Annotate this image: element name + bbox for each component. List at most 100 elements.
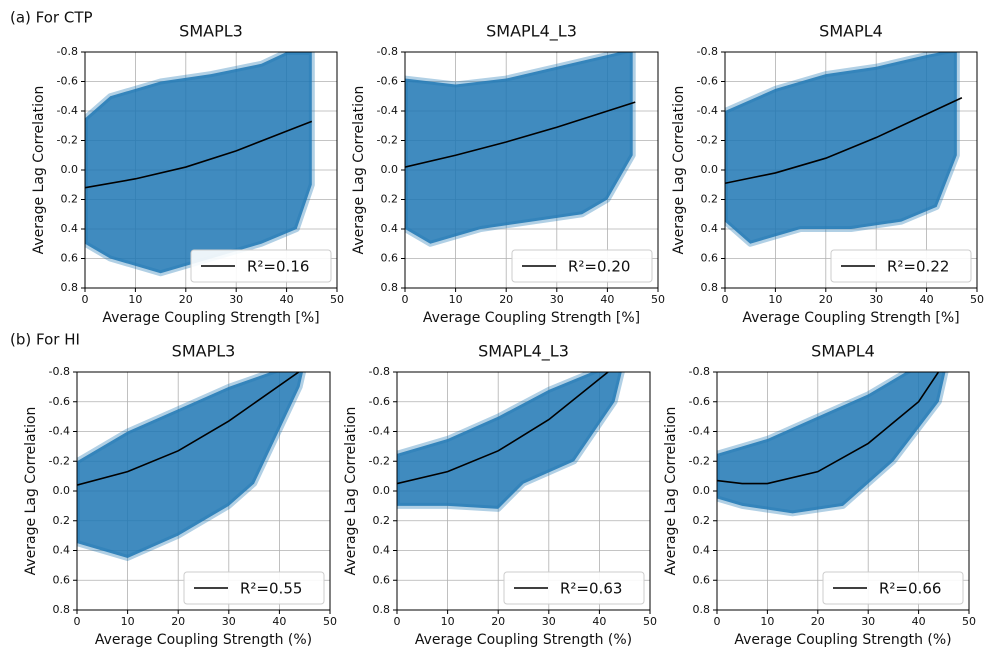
y-tick-label: -0.6 [49, 395, 70, 408]
plot-frame [76, 371, 331, 611]
x-tick-label: 40 [920, 293, 934, 306]
y-tick-label: 0.4 [381, 222, 399, 235]
y-tick-label: -0.6 [377, 75, 398, 88]
y-tick-label: 0.6 [53, 573, 71, 586]
fit-line [397, 372, 610, 485]
x-tick-label: 0 [82, 293, 89, 306]
x-axis-label: Average Coupling Strength (%) [734, 632, 951, 648]
x-axis-label: Average Coupling Strength [%] [423, 310, 640, 326]
x-tick-label: 50 [651, 293, 665, 306]
legend-label: R²=0.55 [240, 580, 302, 598]
legend-box [183, 571, 325, 605]
y-tick-label: -0.4 [49, 425, 70, 438]
x-tick-label: 30 [222, 615, 236, 628]
y-tick-label: 0.8 [373, 603, 391, 616]
y-tick-label: 0.4 [373, 544, 391, 557]
x-tick-label: 40 [912, 615, 926, 628]
point-cloud [725, 52, 960, 247]
x-tick-label: 20 [491, 615, 505, 628]
point-cloud [405, 52, 636, 247]
y-tick-label: -0.8 [57, 45, 78, 58]
legend-box [190, 249, 332, 283]
legend-label: R²=0.20 [568, 258, 630, 276]
y-tick-label: -0.2 [49, 454, 70, 467]
x-tick-label: 0 [722, 293, 729, 306]
y-tick-label: 0.6 [373, 573, 391, 586]
x-tick-label: 20 [171, 615, 185, 628]
point-cloud [77, 372, 307, 561]
fit-line [85, 120, 313, 189]
x-tick-label: 40 [600, 293, 614, 306]
x-tick-label: 30 [542, 615, 556, 628]
x-tick-label: 40 [280, 293, 294, 306]
x-tick-label: 20 [179, 293, 193, 306]
y-tick-label: 0.2 [53, 514, 71, 527]
y-tick-label: 0.2 [373, 514, 391, 527]
y-axis-label: Average Lag Correlation [663, 407, 679, 576]
y-tick-label: -0.2 [377, 134, 398, 147]
y-tick-label: 0.8 [381, 281, 399, 294]
legend-label: R²=0.22 [887, 258, 949, 276]
chart-title: SMAPL4_L3 [478, 342, 569, 362]
y-tick-label: -0.2 [697, 134, 718, 147]
y-tick-label: 0.8 [693, 603, 711, 616]
y-tick-label: 0.6 [693, 573, 711, 586]
chart-title: SMAPL4 [819, 22, 883, 41]
y-tick-label: -0.4 [697, 104, 718, 117]
x-axis-label: Average Coupling Strength [%] [742, 310, 959, 326]
x-tick-label: 10 [449, 293, 463, 306]
legend-box [822, 571, 964, 605]
y-tick-label: 0.4 [61, 222, 79, 235]
x-tick-label: 20 [819, 293, 833, 306]
x-tick-label: 40 [592, 615, 606, 628]
x-tick-label: 0 [394, 615, 401, 628]
y-axis-label: Average Lag Correlation [671, 86, 687, 255]
y-tick-label: 0.0 [373, 484, 391, 497]
y-tick-label: 0.2 [701, 193, 719, 206]
plot-frame [396, 371, 651, 611]
legend-box [511, 249, 653, 283]
x-tick-label: 50 [643, 615, 657, 628]
y-tick-label: -0.8 [49, 365, 70, 378]
y-tick-label: 0.0 [61, 163, 79, 176]
x-tick-label: 20 [499, 293, 513, 306]
y-tick-label: 0.8 [701, 281, 719, 294]
plot-frame [84, 51, 338, 289]
section-label: (a) For CTP [10, 9, 93, 27]
x-tick-label: 10 [121, 615, 135, 628]
fit-line [725, 96, 963, 185]
y-tick-label: 0.6 [61, 252, 79, 265]
y-tick-label: 0.0 [381, 163, 399, 176]
chart-title: SMAPL4 [811, 342, 875, 361]
y-tick-label: 0.8 [53, 603, 71, 616]
x-tick-label: 10 [760, 615, 774, 628]
plot-frame [724, 51, 978, 289]
y-tick-label: -0.4 [57, 104, 78, 117]
x-tick-label: 0 [714, 615, 721, 628]
y-tick-label: 0.0 [53, 484, 71, 497]
point-cloud [717, 372, 949, 517]
point-cloud [397, 372, 625, 512]
x-axis-label: Average Coupling Strength [%] [102, 310, 319, 326]
x-tick-label: 10 [768, 293, 782, 306]
y-axis-label: Average Lag Correlation [31, 86, 47, 255]
y-tick-label: -0.2 [689, 454, 710, 467]
y-axis-label: Average Lag Correlation [343, 407, 359, 576]
y-tick-label: 0.4 [53, 544, 71, 557]
x-tick-label: 0 [74, 615, 81, 628]
y-tick-label: -0.4 [369, 425, 390, 438]
plot-frame [716, 371, 970, 611]
y-tick-label: 0.4 [701, 222, 719, 235]
y-tick-label: 0.2 [693, 514, 711, 527]
y-tick-label: -0.8 [369, 365, 390, 378]
y-tick-label: 0.0 [701, 163, 719, 176]
plot-frame [404, 51, 659, 289]
x-tick-label: 50 [323, 615, 337, 628]
x-tick-label: 50 [330, 293, 344, 306]
x-tick-label: 10 [128, 293, 142, 306]
x-tick-label: 30 [550, 293, 564, 306]
chart-title: SMAPL4_L3 [486, 22, 577, 42]
fit-line [77, 372, 301, 486]
x-axis-label: Average Coupling Strength (%) [95, 632, 312, 648]
